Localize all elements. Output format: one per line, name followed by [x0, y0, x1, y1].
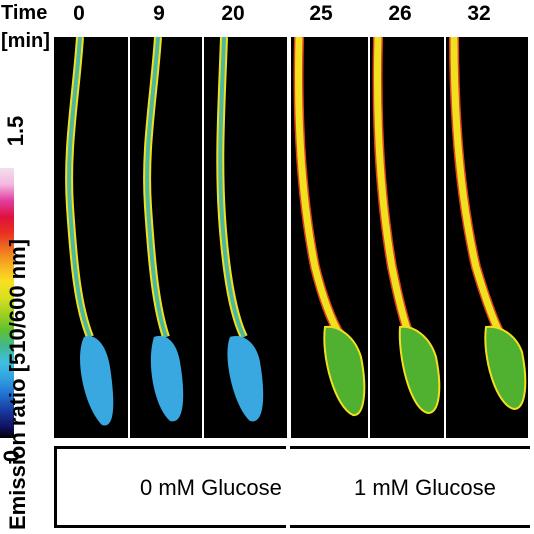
condition-label: 1 mM Glucose [354, 475, 496, 500]
panel-divider [287, 37, 291, 438]
image-panel-t25 [291, 37, 368, 438]
time-point-label: 25 [309, 2, 333, 25]
pollen-tube-image [65, 37, 114, 426]
time-point-label: 32 [467, 2, 491, 25]
pollen-tube-image [372, 37, 441, 415]
time-point-label: 20 [221, 2, 245, 25]
pollen-tube-image [449, 37, 527, 411]
panel-divider [444, 37, 446, 438]
scale-max-label: 1.5 [3, 115, 28, 147]
condition-bracket-bottom [290, 525, 530, 528]
y-axis-label: Emission ratio [510/600 nm] [5, 239, 30, 530]
condition-bracket-top [54, 446, 286, 449]
condition-bracket-top [290, 446, 530, 449]
image-panel-t20 [204, 37, 287, 438]
panel-divider [128, 37, 130, 438]
image-panel-t32 [446, 37, 528, 438]
panel-divider [202, 37, 204, 438]
image-panel-t9 [130, 37, 202, 438]
time-point-label: 0 [73, 2, 85, 25]
image-panel-t0 [54, 37, 128, 438]
panel-divider [368, 37, 370, 438]
pollen-tube-image [293, 37, 366, 416]
condition-bracket-bottom [54, 525, 286, 528]
pollen-tube-image [143, 37, 184, 422]
time-point-label: 9 [153, 2, 165, 25]
minutes-unit-label: [min] [1, 30, 50, 52]
time-label: Time [1, 2, 48, 24]
condition-label: 0 mM Glucose [140, 475, 282, 500]
time-point-label: 26 [388, 2, 412, 25]
image-panel-t26 [370, 37, 444, 438]
emission-ratio-color-scale [0, 168, 14, 438]
pollen-tube-image [216, 37, 264, 422]
condition-bracket-side [54, 446, 57, 528]
